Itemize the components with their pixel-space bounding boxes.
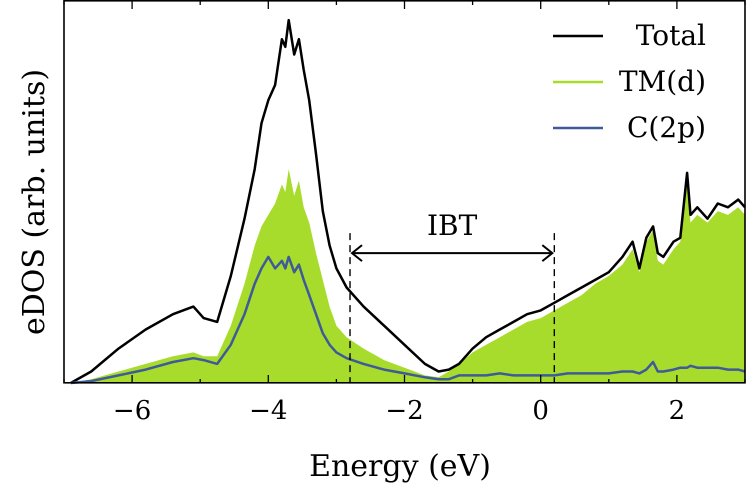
x-tick-label: 0 xyxy=(532,396,549,426)
x-tick-label: −6 xyxy=(113,396,151,426)
x-tick-label: 2 xyxy=(669,396,686,426)
line-layer xyxy=(70,18,746,385)
x-axis-label: Energy (eV) xyxy=(309,449,491,484)
ibt-label: IBT xyxy=(427,209,478,242)
ibt-arrow-head-right xyxy=(541,244,554,262)
legend-label-total: Total xyxy=(636,19,706,52)
plot-area: IBT xyxy=(70,18,746,385)
ibt-annotation: IBT xyxy=(349,209,556,383)
x-axis-ticks: −6 −4 −2 0 2 xyxy=(63,1,746,426)
x-tick-label: −4 xyxy=(249,396,287,426)
legend: Total TM(d) C(2p) xyxy=(553,19,706,144)
legend-label-tm-d: TM(d) xyxy=(619,65,706,98)
series-c-2p-line xyxy=(70,255,746,385)
series-tm-d-area xyxy=(70,169,746,383)
y-axis-label: eDOS (arb. units) xyxy=(17,69,52,335)
x-tick-label: −2 xyxy=(385,396,423,426)
series-total-line xyxy=(70,18,746,385)
tm-d-fill-layer xyxy=(70,169,746,383)
ibt-arrow-head-left xyxy=(350,244,363,262)
legend-label-c-2p: C(2p) xyxy=(627,111,706,144)
